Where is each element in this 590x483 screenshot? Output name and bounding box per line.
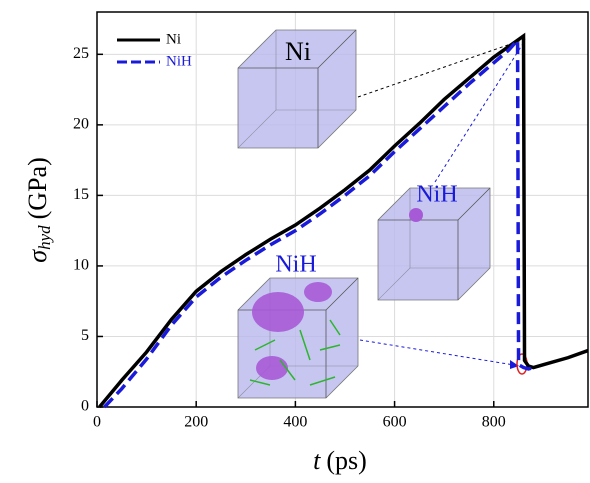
connector <box>434 41 525 183</box>
x-tick-label: 0 <box>93 414 101 431</box>
x-tick-label: 200 <box>184 414 208 431</box>
y-tick-label: 0 <box>81 398 89 415</box>
y-tick-label: 25 <box>73 45 89 62</box>
connector <box>359 339 515 366</box>
dislocations <box>249 319 341 386</box>
series-line <box>98 32 589 409</box>
inset-cube <box>237 277 359 399</box>
inset-cube <box>377 187 491 301</box>
cube-edge <box>325 277 359 311</box>
x-label-unit: (ps) <box>326 446 366 475</box>
void <box>409 208 423 222</box>
y-tick-label: 10 <box>73 257 89 274</box>
y-tick-label: 20 <box>73 116 89 133</box>
annotation: NiH <box>275 252 316 278</box>
void <box>252 292 304 332</box>
cube-edge <box>317 29 357 69</box>
y-tick-label: 15 <box>73 186 89 203</box>
y-label-symbol: σ <box>23 249 52 263</box>
cube-edge <box>457 187 491 221</box>
x-tick-label: 800 <box>482 414 506 431</box>
annotation: NiH <box>416 182 457 208</box>
connector <box>357 37 529 98</box>
y-tick-label: 5 <box>81 327 89 344</box>
legend-label: Ni <box>166 31 181 47</box>
cube-edge <box>237 109 277 149</box>
y-axis-label: σhyd (GPa) <box>23 157 54 262</box>
y-label-unit: (GPa) <box>23 157 52 219</box>
legend-label: NiH <box>166 53 192 69</box>
plot-frame <box>96 11 589 408</box>
series-line <box>103 35 534 409</box>
x-tick-label: 400 <box>283 414 307 431</box>
x-axis-label: t (ps) <box>313 446 367 475</box>
annotation: Ni <box>285 37 311 66</box>
x-label-symbol: t <box>313 446 321 475</box>
x-tick-label: 600 <box>383 414 407 431</box>
void <box>304 282 332 302</box>
y-label-subscript: hyd <box>35 225 54 250</box>
void <box>256 356 288 380</box>
inset-cube <box>237 29 357 149</box>
cube-edge <box>377 267 411 301</box>
